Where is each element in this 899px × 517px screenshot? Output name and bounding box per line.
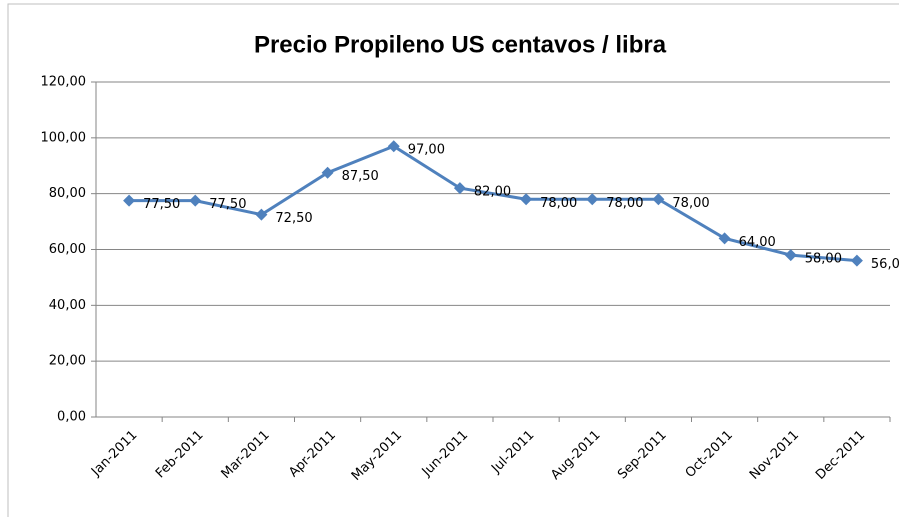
data-label: 97,00	[408, 143, 445, 158]
x-tick-label: Sep-2011	[615, 428, 670, 483]
x-tick-label: Apr-2011	[286, 428, 339, 481]
marker	[321, 166, 334, 179]
data-label: 72,50	[275, 211, 312, 226]
marker	[189, 194, 202, 207]
marker	[652, 193, 665, 206]
y-tick-label: 100,00	[41, 130, 87, 145]
marker	[718, 232, 731, 245]
y-tick-label: 40,00	[49, 298, 86, 313]
x-tick-label: May-2011	[349, 428, 405, 484]
data-label: 58,00	[805, 252, 842, 267]
x-tick-label: Mar-2011	[219, 428, 273, 482]
y-tick-label: 80,00	[49, 186, 86, 201]
y-tick-label: 0,00	[57, 410, 86, 425]
y-tick-label: 120,00	[41, 75, 87, 90]
x-tick-label: Jun-2011	[419, 428, 471, 480]
x-tick-label: Jan-2011	[88, 428, 140, 480]
x-tick-label: Oct-2011	[683, 428, 736, 481]
marker	[520, 193, 533, 206]
series-line	[129, 144, 858, 263]
x-tick-label: Aug-2011	[548, 428, 603, 483]
marker	[850, 254, 863, 267]
data-label: 78,00	[540, 196, 577, 211]
data-label: 64,00	[739, 235, 776, 250]
chart-frame	[7, 3, 899, 517]
y-tick-label: 60,00	[49, 242, 86, 257]
data-label: 77,50	[209, 197, 246, 212]
data-label: 87,50	[342, 169, 379, 184]
data-label: 82,00	[474, 185, 511, 200]
marker	[123, 194, 136, 207]
marker	[586, 193, 599, 206]
chart-title: Precio Propileno US centavos / libra	[254, 31, 667, 58]
x-tick-label: Dec-2011	[813, 428, 868, 483]
x-tick-label: Feb-2011	[153, 428, 207, 482]
x-tick-label: Jul-2011	[488, 428, 537, 477]
marker	[255, 208, 268, 221]
x-tick-label: Nov-2011	[747, 428, 802, 483]
data-label: 77,50	[143, 197, 180, 212]
marker	[453, 182, 466, 195]
data-label: 78,00	[606, 196, 643, 211]
marker	[387, 140, 400, 153]
data-label: 78,00	[672, 196, 709, 211]
marker	[784, 249, 797, 262]
y-tick-label: 20,00	[49, 354, 86, 369]
data-label: 56,00	[871, 257, 899, 272]
